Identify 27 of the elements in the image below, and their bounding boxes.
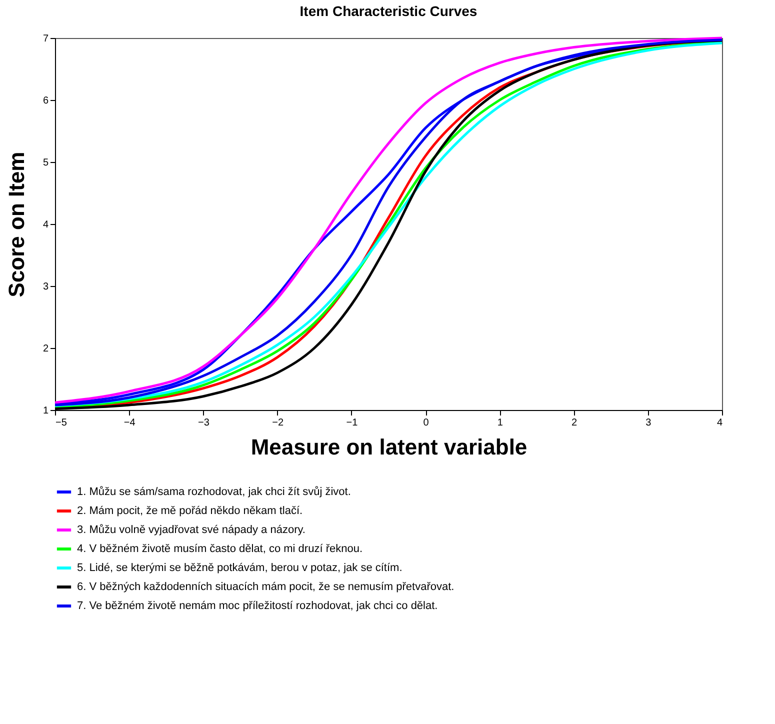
x-tick-label: −3 <box>198 418 210 428</box>
x-tick-label: 3 <box>646 418 652 428</box>
y-tick-label: 3 <box>42 282 49 292</box>
x-tick-label: −5 <box>56 418 68 428</box>
x-tick-label: 4 <box>716 418 723 428</box>
legend-label: 2. Mám pocit, že mě pořád někdo někam tlačí. <box>77 505 303 517</box>
y-tick-label: 6 <box>42 96 49 106</box>
legend-label: 1. Můžu se sám/sama rozhodovat, jak chci žít svůj život. <box>77 486 351 498</box>
legend-label: 6. V běžných každodenních situacích mám pocit, že se nemusím přetvařovat. <box>77 581 454 593</box>
chart-title: Item Characteristic Curves <box>300 3 478 19</box>
y-tick-label: 1 <box>42 406 49 416</box>
x-tick-label: 1 <box>497 418 504 428</box>
x-tick-label: −4 <box>124 418 136 428</box>
x-tick-label: 0 <box>423 418 430 428</box>
x-axis-title: Measure on latent variable <box>250 434 528 460</box>
y-axis-title: Score on Item <box>4 152 29 298</box>
legend-label: 3. Můžu volně vyjadřovat své nápady a názory. <box>77 524 306 536</box>
x-tick-label: −2 <box>272 418 284 428</box>
legend-label: 7. Ve běžném životě nemám moc příležitostí rozhodovat, jak chci co dělat. <box>77 600 438 612</box>
y-tick-label: 5 <box>42 158 49 168</box>
y-tick-label: 4 <box>42 220 49 230</box>
legend-label: 4. V běžném životě musím často dělat, co mi druzí řeknou. <box>77 543 363 555</box>
legend-label: 5. Lidé, se kterými se běžně potkávám, berou v potaz, jak se cítím. <box>77 562 402 574</box>
y-tick-label: 7 <box>42 34 49 44</box>
x-tick-label: −1 <box>346 418 358 428</box>
x-tick-label: 2 <box>571 418 578 428</box>
y-tick-label: 2 <box>42 344 49 354</box>
